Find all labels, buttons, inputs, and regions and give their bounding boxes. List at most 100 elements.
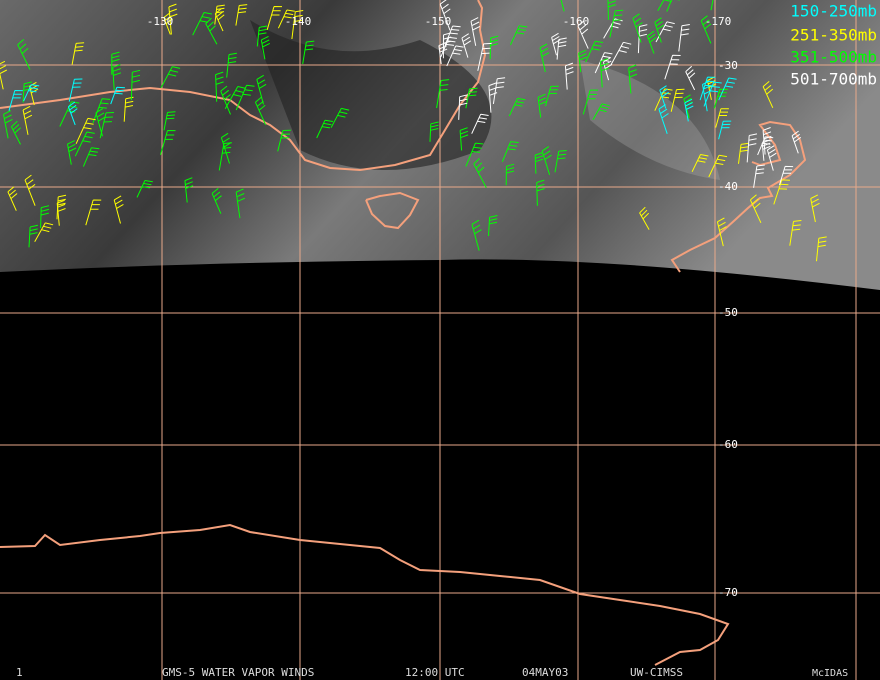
wind-barb (3, 110, 13, 139)
wind-barb (678, 24, 690, 52)
wind-barb (266, 6, 283, 30)
dry-region (250, 20, 492, 170)
wind-barb (215, 71, 224, 102)
wind-barb (658, 104, 669, 134)
longitude-labels: -130 -140 -150 -160 -170 (147, 15, 732, 28)
wind-barb (578, 49, 587, 73)
longitude-label: -170 (705, 15, 732, 28)
frame-number: 1 (16, 666, 23, 679)
wind-barb (637, 24, 648, 54)
wind-barb (628, 64, 638, 94)
wind-barb (68, 78, 83, 102)
wind-barb (29, 81, 39, 106)
wind-barb (779, 165, 794, 186)
wind-barb (75, 117, 96, 145)
wind-barb (685, 65, 696, 91)
wind-barb (501, 141, 519, 162)
wind-barb (670, 88, 685, 112)
wind-barb (473, 158, 487, 188)
wind-barb (766, 145, 777, 171)
wind-barb (539, 43, 550, 73)
australia-coast (0, 0, 487, 172)
moist-region (580, 60, 720, 180)
wind-barb (110, 86, 125, 105)
wind-barb (536, 179, 545, 206)
wind-barb (510, 25, 528, 46)
wind-barb (753, 164, 765, 188)
footer-software: McIDAS (812, 668, 848, 679)
wind-barb (444, 25, 461, 46)
wind-barb (699, 76, 716, 101)
wind-barb (214, 4, 225, 25)
wind-barb (607, 0, 617, 20)
wind-barb (28, 224, 39, 248)
wind-barb (440, 36, 457, 58)
footer-time: 12:00 UTC (405, 666, 465, 679)
wind-barb (123, 96, 134, 122)
wind-barb (256, 74, 267, 105)
wind-barb (716, 217, 727, 247)
wind-barb (56, 199, 66, 226)
wind-barb (594, 52, 613, 74)
legend-entry: 251-350mb (790, 26, 877, 45)
wind-barb (646, 30, 657, 54)
longitude-label: -130 (147, 15, 174, 28)
wind-barb (592, 103, 610, 121)
wind-barb (160, 66, 181, 89)
wind-barb (600, 58, 609, 88)
wind-barb (458, 94, 468, 120)
wind-barb (461, 33, 472, 58)
wind-barb (654, 88, 673, 111)
wind-barb (761, 139, 771, 161)
wind-barb (718, 120, 732, 140)
footer-title: GMS-5 WATER VAPOR WINDS (162, 666, 314, 679)
wind-barb (746, 133, 758, 163)
longitude-label: -140 (285, 15, 312, 28)
footer-date: 04MAY03 (522, 666, 568, 679)
wind-barb (224, 86, 246, 110)
wind-barb (302, 40, 315, 64)
wind-barb (654, 17, 665, 43)
wind-barb (235, 188, 246, 219)
wind-barb (205, 17, 218, 45)
wind-barb (534, 152, 544, 174)
wind-barb (235, 84, 255, 111)
wind-barb (40, 205, 50, 229)
wind-barb (609, 9, 624, 38)
wind-barb (477, 42, 492, 71)
wind-barb (439, 0, 451, 31)
longitude-label: -150 (425, 15, 452, 28)
wind-barb (316, 119, 333, 139)
footer-source: UW-CIMSS (630, 666, 683, 679)
wind-barb (465, 87, 478, 109)
wind-barb (639, 206, 650, 230)
wind-barb (220, 85, 231, 115)
wind-barb (700, 15, 712, 44)
latitude-label: -50 (718, 306, 738, 319)
wind-barb (442, 32, 452, 59)
wind-barb (508, 97, 526, 117)
wind-barb (220, 132, 232, 164)
wind-barb (691, 154, 709, 173)
wind-barb (664, 54, 681, 80)
wind-barb (708, 154, 728, 178)
latitude-label: -30 (718, 59, 738, 72)
wind-barb (277, 129, 291, 152)
wind-barb (34, 222, 54, 242)
wind-barb (582, 89, 599, 115)
wind-barb (703, 81, 722, 107)
wind-barbs (0, 0, 827, 262)
wind-barb (459, 127, 469, 151)
wind-barb (192, 12, 212, 36)
wind-barb (602, 57, 613, 81)
wind-barb (10, 120, 21, 145)
wind-barb (22, 81, 33, 103)
wind-barb (184, 177, 194, 203)
wind-barb (762, 81, 774, 109)
wind-barb (260, 35, 271, 60)
wind-barb (235, 4, 248, 26)
latitude-label: -40 (718, 180, 738, 193)
wind-barb (92, 98, 111, 123)
wind-barb (136, 180, 153, 198)
